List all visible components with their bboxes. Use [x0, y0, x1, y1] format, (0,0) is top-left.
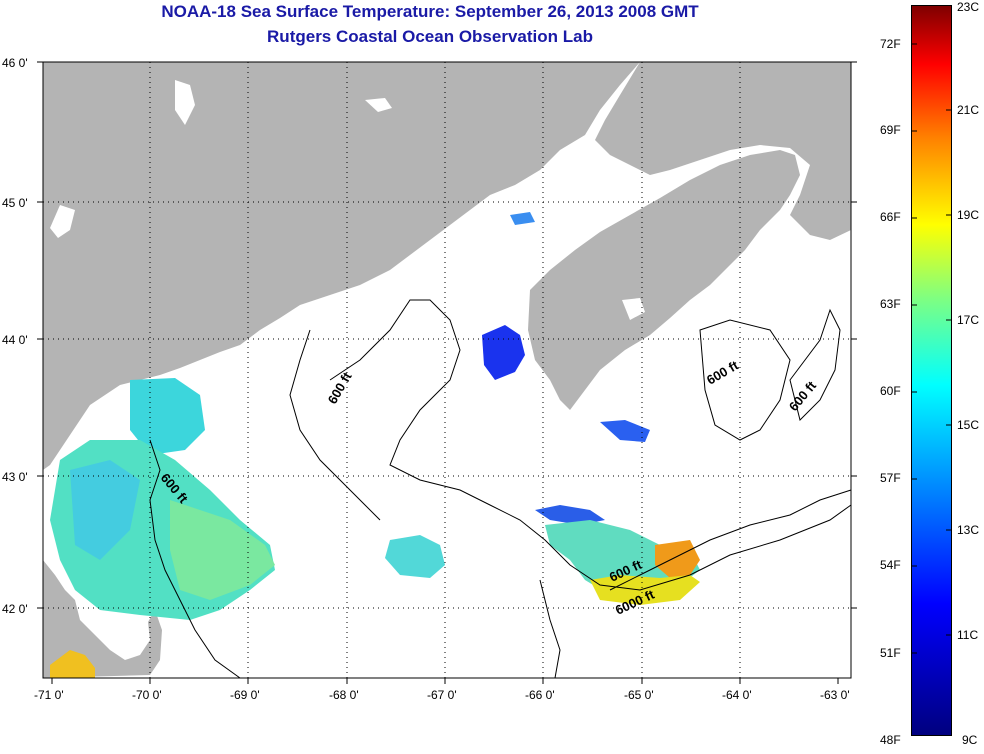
lat-label: 45 0'	[2, 196, 28, 210]
colorbar-ticks	[911, 43, 952, 654]
colorbar-f-label: 72F	[880, 37, 901, 51]
axis-ticks	[37, 61, 857, 684]
colorbar-c-label: 11C	[957, 628, 979, 642]
sst-georges-bank	[385, 535, 445, 578]
lat-label: 46 0'	[2, 56, 28, 70]
sst-bay-of-fundy	[482, 212, 650, 442]
lat-label: 44 0'	[2, 333, 28, 347]
colorbar-c-label: 15C	[957, 418, 980, 432]
sst-scotian-shelf	[535, 505, 700, 605]
colorbar-f-label: 60F	[880, 384, 901, 398]
lat-label: 43 0'	[2, 470, 28, 484]
map-subtitle: Rutgers Coastal Ocean Observation Lab	[267, 27, 593, 46]
lat-label: 42 0'	[2, 602, 28, 616]
lon-label: -63 0'	[820, 688, 850, 702]
sst-gulf-of-maine-west	[50, 378, 275, 620]
lon-label: -70 0'	[132, 688, 162, 702]
colorbar-f-label: 69F	[880, 123, 901, 137]
depth-contours	[149, 299, 852, 679]
colorbar-f-label: 63F	[880, 297, 901, 311]
colorbar-c-label: 9C	[962, 733, 978, 747]
lon-label: -67 0'	[427, 688, 457, 702]
sst-south-warm	[50, 650, 95, 678]
lon-label: -71 0'	[34, 688, 64, 702]
lon-label: -66 0'	[525, 688, 555, 702]
colorbar-f-label: 51F	[880, 646, 901, 660]
lon-label: -65 0'	[624, 688, 654, 702]
northern-land	[595, 62, 851, 240]
colorbar-c-label: 21C	[957, 103, 980, 117]
lon-label: -68 0'	[329, 688, 359, 702]
colorbar-f-label: 57F	[880, 471, 901, 485]
maine-land	[43, 62, 640, 470]
colorbar-c-label: 13C	[957, 523, 980, 537]
colorbar-c-label: 19C	[957, 208, 980, 222]
colorbar-f-label: 66F	[880, 210, 901, 224]
colorbar-c-label: 23C	[957, 0, 980, 14]
nova-scotia-land	[528, 150, 800, 410]
colorbar-f-label: 54F	[880, 558, 901, 572]
map-frame	[42, 61, 852, 679]
lakes	[50, 80, 645, 320]
colorbar-f-label: 48F	[880, 733, 901, 747]
colorbar-c-label: 17C	[957, 313, 980, 327]
massachusetts-land	[43, 560, 162, 678]
temperature-colorbar	[911, 5, 952, 736]
lon-label: -64 0'	[722, 688, 752, 702]
lon-label: -69 0'	[230, 688, 260, 702]
map-title: NOAA-18 Sea Surface Temperature: Septemb…	[161, 2, 699, 21]
